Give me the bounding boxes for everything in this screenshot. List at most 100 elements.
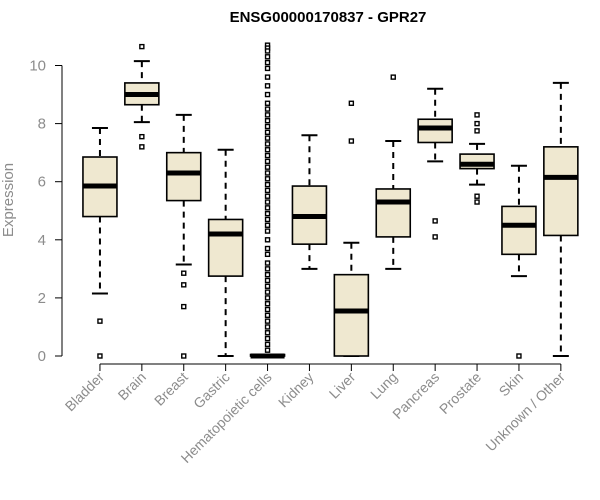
x-tick-label: Prostate — [436, 369, 484, 417]
outlier-point — [264, 187, 271, 194]
outlier-point — [264, 251, 271, 258]
outlier-point — [264, 65, 271, 72]
outlier-point — [264, 312, 271, 319]
outlier-point — [264, 129, 271, 136]
outlier-point — [264, 112, 271, 118]
outlier-point — [264, 135, 271, 141]
box-iqr — [417, 118, 453, 144]
outlier-point — [97, 318, 103, 324]
box-pancreas — [417, 87, 453, 240]
outlier-point — [348, 100, 355, 106]
outlier-point — [264, 193, 271, 199]
box-iqr — [501, 205, 537, 256]
outlier-point — [264, 210, 271, 217]
outlier-point — [474, 193, 480, 199]
y-tick-label: 8 — [38, 116, 46, 133]
outlier-point — [264, 83, 271, 89]
outlier-point — [181, 270, 187, 276]
outlier-point — [264, 170, 271, 176]
outlier-point — [264, 277, 271, 284]
x-tick-label: Skin — [496, 369, 527, 400]
outlier-point — [264, 147, 271, 153]
outlier-point — [264, 260, 271, 266]
y-axis-label: Expression — [0, 163, 17, 237]
outlier-point — [390, 74, 396, 80]
outlier-point — [432, 218, 438, 224]
box-iqr — [165, 151, 202, 202]
outlier-point — [264, 266, 271, 272]
outlier-point — [264, 91, 271, 98]
box-kidney — [291, 134, 328, 270]
outlier-point — [264, 54, 271, 60]
y-tick-label: 4 — [38, 232, 46, 249]
outlier-point — [474, 199, 480, 205]
outlier-point — [264, 164, 271, 170]
y-tick-label: 10 — [29, 58, 46, 75]
outlier-point — [264, 237, 271, 243]
box-iqr — [333, 273, 370, 357]
x-tick-label: Kidney — [275, 369, 317, 411]
outlier-point — [516, 353, 522, 359]
y-tick-label: 2 — [38, 290, 46, 307]
box-skin — [501, 164, 537, 359]
outlier-point — [264, 245, 271, 252]
box-gastric — [207, 148, 244, 357]
outlier-point — [264, 59, 271, 66]
x-tick-label: Brain — [115, 369, 149, 403]
box-unknown-other — [543, 81, 579, 357]
outlier-point — [264, 205, 271, 211]
box-series — [82, 42, 579, 359]
outlier-point — [139, 43, 145, 50]
box-iqr — [207, 218, 244, 277]
outlier-point — [264, 181, 271, 188]
outlier-point — [264, 341, 271, 348]
box-prostate — [459, 112, 495, 205]
outlier-point — [264, 106, 271, 112]
outlier-point — [97, 353, 103, 359]
outlier-point — [181, 303, 187, 310]
box-breast — [165, 113, 202, 359]
outlier-point — [474, 112, 480, 118]
outlier-point — [264, 289, 271, 295]
outlier-point — [474, 120, 480, 127]
outlier-point — [264, 74, 271, 80]
outlier-point — [348, 138, 355, 144]
outlier-point — [264, 117, 271, 124]
outlier-point — [264, 158, 271, 165]
outlier-point — [264, 318, 271, 324]
outlier-point — [264, 141, 271, 147]
box-lung — [375, 74, 412, 270]
y-axis: 0 2 4 6 8 10 — [29, 58, 63, 365]
outlier-point — [264, 283, 271, 289]
outlier-point — [264, 100, 271, 106]
x-tick-label: Unknown / Other — [482, 369, 568, 455]
x-tick-label: Lung — [367, 369, 400, 402]
outlier-point — [264, 324, 271, 330]
box-hematopoietic-cells — [249, 42, 286, 359]
outlier-point — [264, 271, 271, 278]
x-tick-label: Liver — [326, 369, 359, 402]
outlier-point — [264, 152, 271, 159]
box-iqr — [543, 146, 579, 237]
outlier-point — [264, 199, 271, 205]
outlier-point — [264, 222, 271, 228]
outlier-point — [474, 128, 480, 134]
x-tick-label: Bladder — [62, 369, 108, 415]
outlier-point — [264, 301, 271, 307]
box-brain — [124, 43, 160, 150]
x-tick-label: Pancreas — [389, 369, 442, 422]
outlier-point — [264, 48, 271, 54]
outlier-point — [139, 133, 145, 140]
y-tick-label: 6 — [38, 174, 46, 191]
outlier-point — [181, 353, 187, 359]
box-bladder — [82, 126, 118, 359]
outlier-point — [264, 335, 271, 342]
outlier-point — [181, 282, 187, 288]
outlier-point — [264, 347, 271, 353]
outlier-point — [432, 234, 438, 240]
chart-title: ENSG00000170837 - GPR27 — [230, 9, 427, 26]
outlier-point — [264, 330, 271, 336]
outlier-point — [264, 228, 271, 234]
box-liver — [333, 100, 370, 357]
